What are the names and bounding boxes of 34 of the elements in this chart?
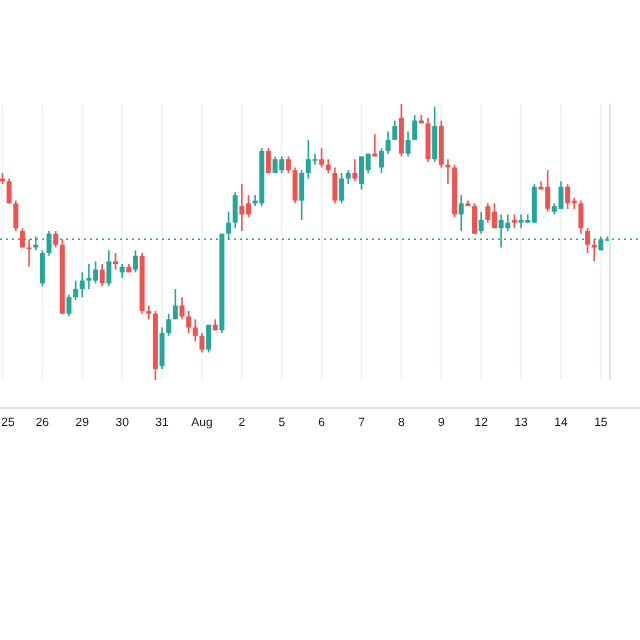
candlestick <box>339 172 345 205</box>
candlestick <box>305 139 311 180</box>
candlestick <box>545 169 551 213</box>
candlestick <box>558 180 564 210</box>
candlestick <box>132 249 138 274</box>
candlestick <box>565 183 571 210</box>
candlestick <box>352 158 358 183</box>
candlestick <box>518 213 524 229</box>
candlestick <box>531 183 537 224</box>
candlestick <box>206 324 212 354</box>
candlestick <box>292 166 298 205</box>
candlestick <box>452 163 458 218</box>
candlestick <box>239 183 245 232</box>
candlestick <box>485 202 491 224</box>
candlestick <box>232 191 238 229</box>
candlestick <box>458 194 464 232</box>
candlestick <box>79 271 85 298</box>
candlestick <box>265 147 271 174</box>
candlestick <box>106 249 112 287</box>
candlestick <box>93 260 99 285</box>
candlestick <box>299 169 305 221</box>
candlestick <box>359 155 365 191</box>
candlestick <box>478 210 484 235</box>
candlestick <box>86 263 92 290</box>
candlestick <box>66 293 72 318</box>
candlestick <box>99 263 105 287</box>
candlestick <box>312 152 318 166</box>
candlestick <box>332 166 338 205</box>
candlestick <box>472 202 478 235</box>
candlestick <box>432 105 438 163</box>
candlestick <box>491 202 497 229</box>
candlestick <box>398 103 404 158</box>
candlestick <box>591 238 597 263</box>
candlestick <box>319 147 325 169</box>
